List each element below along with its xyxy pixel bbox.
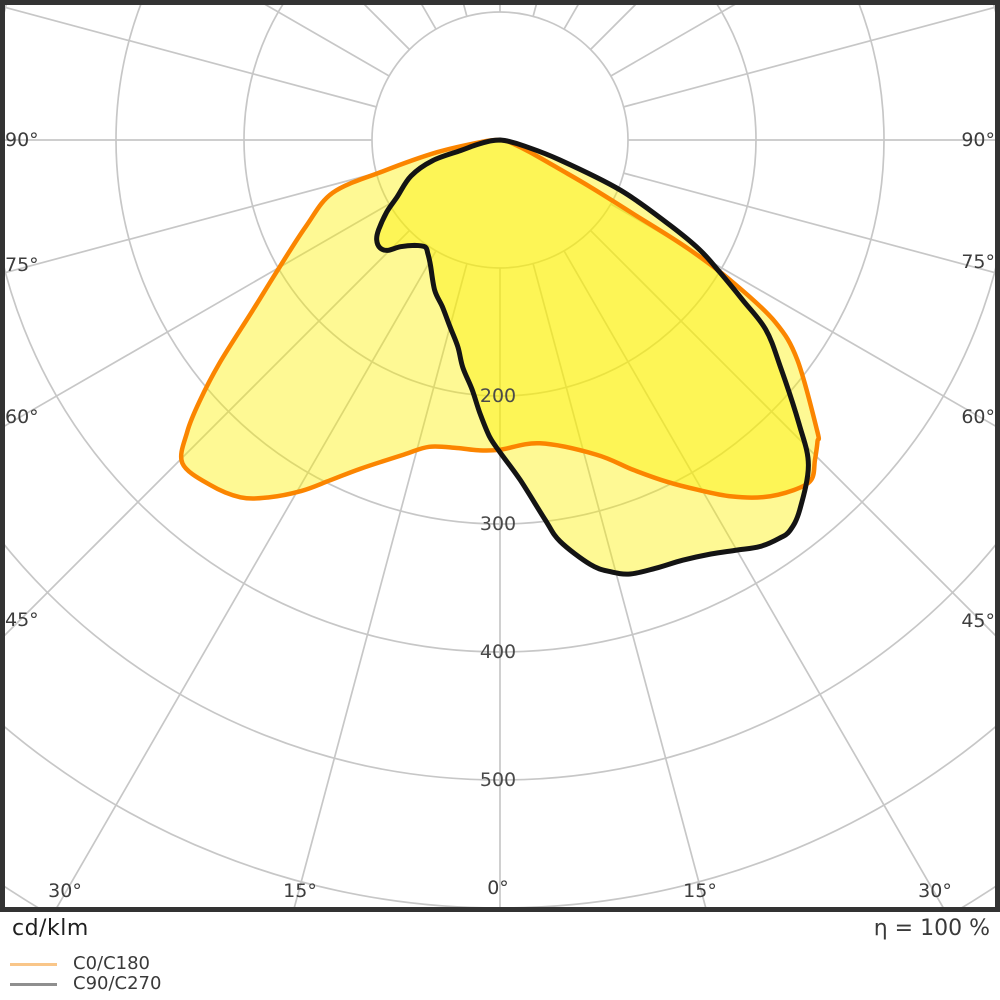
legend-row: C90/C270 (10, 974, 161, 994)
angle-tick-label: 60° (961, 406, 995, 428)
grid-radial-line (623, 5, 1000, 108)
curve-C0-C180 (178, 137, 822, 501)
curve-C90-C270 (374, 137, 811, 577)
angle-tick-label: 30° (918, 880, 952, 902)
angle-tick-label: 60° (5, 406, 39, 428)
angle-tick-label: 0° (487, 877, 509, 899)
grid-radial-line (358, 0, 411, 51)
legend-label: C90/C270 (73, 973, 162, 994)
grid-radial-line (255, 0, 390, 77)
units-label: cd/klm (12, 916, 89, 941)
tick-labels: 200 300 400 500 90° 75° 60° 45° 30° 15° 0° 15° 30° 45… (5, 129, 995, 902)
curve-fill-C0-C180 (181, 139, 819, 499)
grid-radial-line (610, 203, 1000, 430)
curve-fill-C90-C270 (376, 140, 809, 575)
polar-plot-area: 200 300 400 500 90° 75° 60° 45° 30° 15° 0° 15° 30° 45… (0, 0, 1000, 912)
angle-tick-label: 15° (683, 880, 717, 902)
grid-radial-line (623, 172, 1000, 275)
curve-fills (181, 139, 819, 575)
legend-line-swatch (10, 982, 57, 986)
grid-radial-line (610, 0, 745, 77)
angle-tick-label: 90° (961, 129, 995, 151)
angle-tick-label: 90° (5, 129, 39, 151)
angle-tick-label: 75° (5, 254, 39, 276)
grid-radial-line (0, 172, 377, 275)
curve-strokes (178, 137, 822, 577)
angle-tick-label: 45° (5, 609, 39, 631)
grid-radial-line (53, 250, 437, 912)
grid-radial-line (532, 263, 708, 912)
legend: C0/C180 C90/C270 (10, 954, 161, 994)
grid-radial-line (589, 0, 642, 51)
grid-radial-line (292, 263, 468, 912)
ring-tick-label: 400 (480, 641, 516, 663)
grid-radial-line (0, 5, 377, 108)
legend-row: C0/C180 (10, 954, 161, 974)
efficiency-label: η = 100 % (873, 916, 990, 941)
ring-tick-label: 300 (480, 513, 516, 535)
polar-chart-svg: 200 300 400 500 90° 75° 60° 45° 30° 15° 0° 15° 30° 45… (0, 0, 1000, 912)
plot-frame (0, 0, 1000, 912)
legend-label: C0/C180 (73, 953, 151, 974)
angle-tick-label: 30° (48, 880, 82, 902)
footer-row: cd/klm η = 100 % (0, 916, 1000, 941)
grid-radial-line (589, 229, 1000, 642)
ring-tick-label: 500 (480, 769, 516, 791)
footer: cd/klm η = 100 % C0/C180 C90/C270 (0, 912, 1000, 1000)
grid-radial-line (563, 250, 947, 912)
ring-tick-label: 200 (480, 385, 516, 407)
grid-radial-line (0, 203, 390, 430)
angle-tick-label: 75° (961, 251, 995, 273)
angle-tick-label: 45° (961, 610, 995, 632)
grid-radial-line (0, 229, 411, 642)
angle-tick-label: 15° (283, 880, 317, 902)
legend-line-swatch (10, 962, 57, 966)
